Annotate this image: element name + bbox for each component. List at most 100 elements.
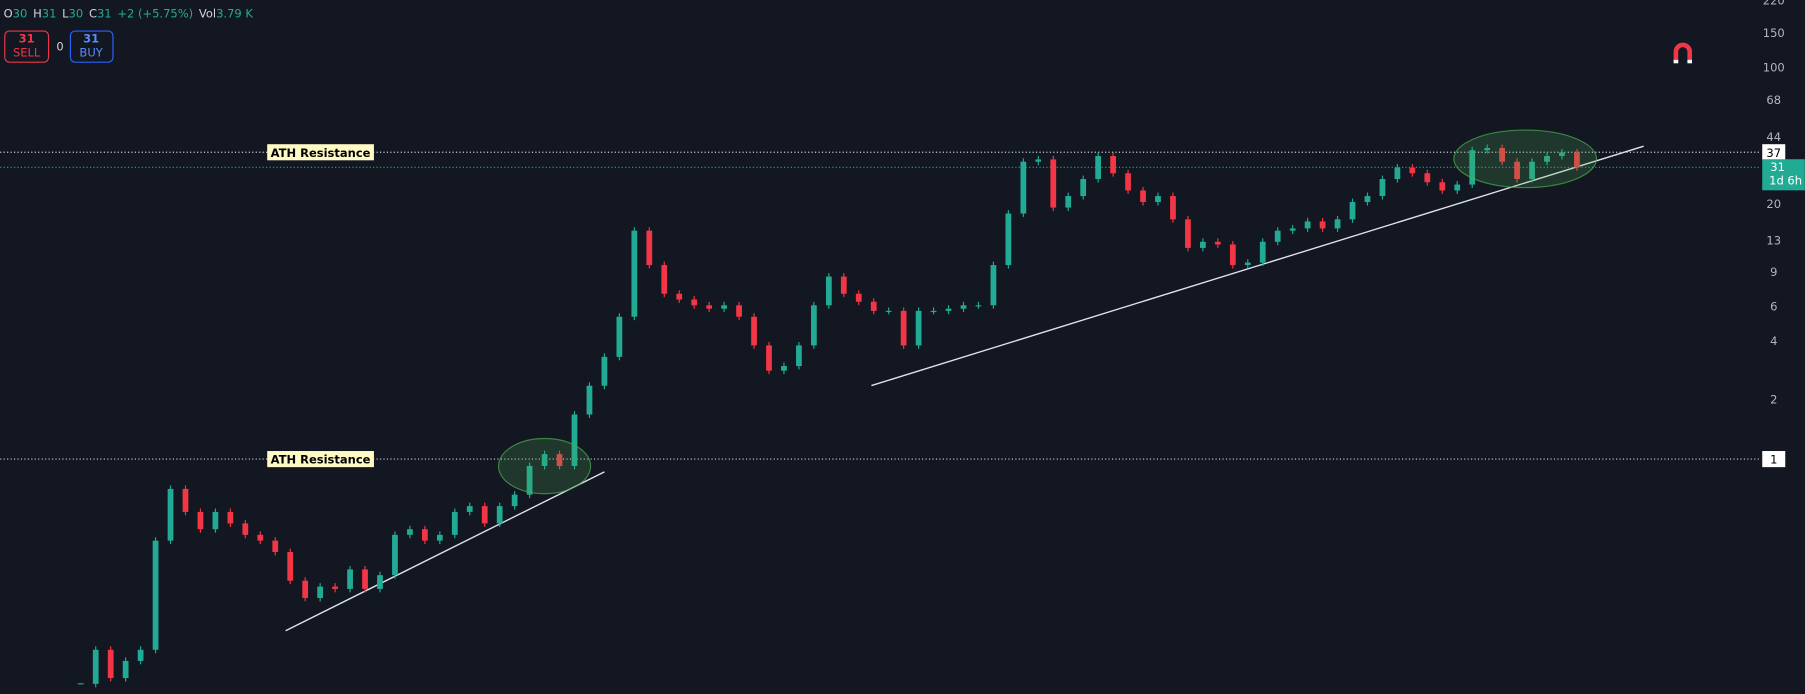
candle xyxy=(676,293,683,300)
price-label: 37 xyxy=(1766,146,1781,160)
y-tick-label: 20 xyxy=(1766,197,1781,211)
candle xyxy=(1319,221,1326,229)
annotation-box xyxy=(267,451,374,468)
buy-price: 31 xyxy=(83,32,99,46)
candle xyxy=(855,293,862,302)
candle xyxy=(840,276,847,294)
candle xyxy=(1185,219,1191,248)
candle xyxy=(152,540,159,650)
candle xyxy=(1439,182,1446,191)
y-tick-label: 13 xyxy=(1766,234,1781,248)
candle xyxy=(706,305,713,309)
candle xyxy=(167,488,174,541)
candle xyxy=(990,265,997,306)
candle xyxy=(332,586,338,589)
candle xyxy=(257,534,264,541)
candle xyxy=(1125,173,1131,191)
y-tick-label: 9 xyxy=(1770,265,1777,279)
candle xyxy=(1304,221,1311,229)
ohlc-value: 30 xyxy=(13,6,28,20)
sell-label: SELL xyxy=(13,45,41,59)
candle xyxy=(362,569,368,589)
ohlc-value: 31 xyxy=(97,6,112,20)
volume: 3.79 K xyxy=(216,6,253,20)
candle xyxy=(1484,147,1491,151)
candle xyxy=(302,580,309,598)
candle xyxy=(242,523,249,535)
y-tick-label: 68 xyxy=(1766,93,1781,107)
candle xyxy=(197,511,204,530)
candle xyxy=(377,575,383,589)
candle xyxy=(541,454,548,466)
candle xyxy=(287,552,294,581)
buy-label: BUY xyxy=(79,45,103,59)
candle xyxy=(137,649,144,661)
countdown: 1d 6h xyxy=(1769,174,1802,188)
sell-button[interactable]: 31 SELL xyxy=(4,30,50,63)
candle xyxy=(811,305,817,346)
candle xyxy=(1155,196,1161,203)
candle xyxy=(1514,161,1520,180)
candle xyxy=(870,301,877,311)
ohlc-label: L xyxy=(62,6,69,20)
candle xyxy=(227,511,234,524)
candle xyxy=(1050,159,1057,208)
ohlc-header: O 30 H 31 L 30 C 31 +2 (+5.75%) Vol 3.79 K xyxy=(4,6,254,20)
candle xyxy=(1005,213,1012,266)
candle xyxy=(511,494,518,507)
price-box xyxy=(1762,144,1786,161)
candle xyxy=(1289,228,1296,231)
candle xyxy=(915,310,922,346)
candle xyxy=(421,529,428,541)
candle xyxy=(347,569,353,589)
change: +2 (+5.75%) xyxy=(117,6,193,20)
ohlc-value: 30 xyxy=(69,6,84,20)
candle xyxy=(781,366,787,371)
y-tick-label: 44 xyxy=(1766,130,1781,144)
candle xyxy=(212,511,219,530)
candle xyxy=(317,586,324,598)
price-label: 1 xyxy=(1770,453,1777,467)
candle xyxy=(616,316,623,357)
sell-price: 31 xyxy=(19,32,35,46)
candle xyxy=(1379,179,1386,197)
candle xyxy=(1065,196,1072,208)
candle xyxy=(481,506,488,524)
buy-button[interactable]: 31 BUY xyxy=(69,30,114,63)
candle xyxy=(1110,156,1116,174)
candle xyxy=(1499,147,1506,162)
candle xyxy=(1080,179,1087,197)
candle xyxy=(1409,167,1416,174)
candle xyxy=(631,230,638,317)
candle xyxy=(92,649,99,684)
candle xyxy=(1214,241,1221,245)
y-tick-label: 6 xyxy=(1770,299,1777,313)
candle xyxy=(1469,150,1476,185)
candle xyxy=(1229,244,1236,266)
candle xyxy=(272,540,279,553)
candle xyxy=(1529,161,1535,180)
highlight-ellipse xyxy=(1453,129,1598,189)
candle xyxy=(930,310,937,313)
candle xyxy=(601,356,608,386)
candle xyxy=(182,488,189,512)
magnet-icon[interactable] xyxy=(1673,42,1693,64)
plot-area xyxy=(0,144,1762,688)
candle xyxy=(1035,159,1042,162)
candle xyxy=(825,276,832,306)
level-annotation: ATH Resistance xyxy=(271,146,371,160)
y-tick-label: 220 xyxy=(1763,0,1785,7)
candle xyxy=(1364,196,1371,203)
trendline xyxy=(285,471,605,632)
candle xyxy=(885,310,892,313)
candle xyxy=(975,305,982,307)
candle xyxy=(1574,152,1580,168)
y-tick-label: 2 xyxy=(1770,393,1777,407)
candle xyxy=(1095,156,1102,180)
price-box xyxy=(1762,451,1786,468)
candle xyxy=(451,511,458,535)
candle xyxy=(407,529,413,535)
